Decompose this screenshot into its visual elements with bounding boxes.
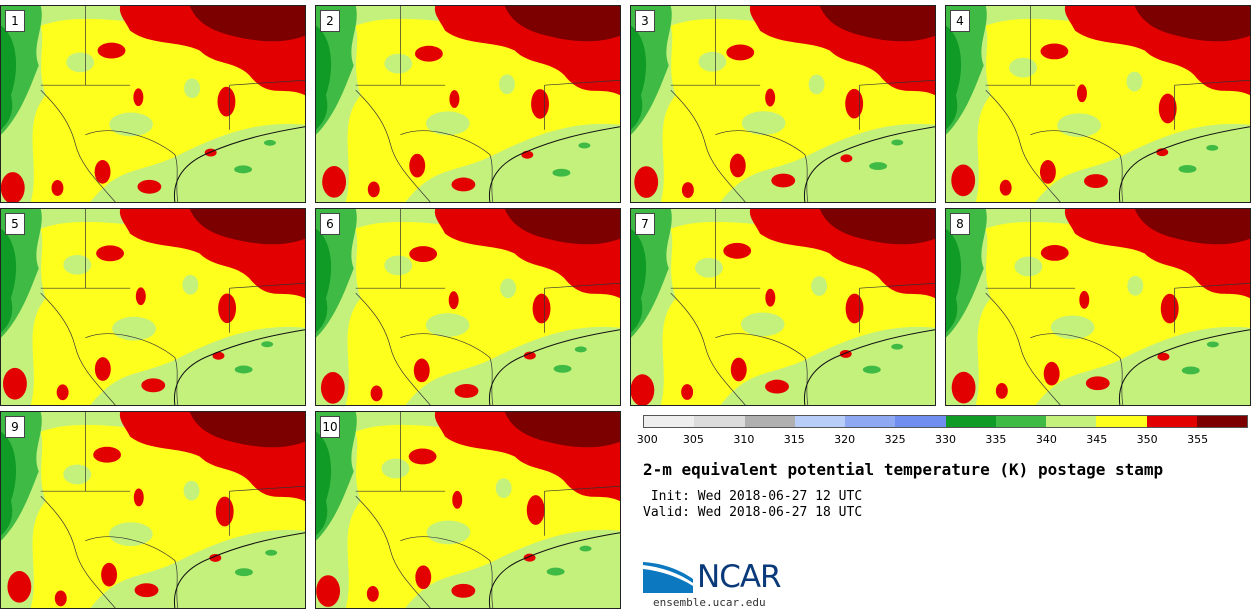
colorbar (643, 415, 1248, 428)
colorbar-tick-label: 355 (1187, 433, 1209, 446)
panel-number: 10 (320, 416, 340, 438)
colorbar-tick-label: 310 (733, 433, 755, 446)
map-panel: 6 (315, 208, 621, 406)
map-panel: 5 (0, 208, 306, 406)
colorbar-ticks: 300 305 310 315 320 325 330 335 340 345 350 355 (637, 433, 1248, 449)
colorbar-swatch (744, 416, 795, 427)
colorbar-swatch (794, 416, 845, 427)
panel-number: 5 (5, 213, 25, 235)
colorbar-swatch (1196, 416, 1247, 427)
colorbar-tick-label: 320 (834, 433, 856, 446)
colorbar-tick-label: 340 (1035, 433, 1057, 446)
colorbar-tick-label: 305 (682, 433, 704, 446)
map-panel: 7 (630, 208, 936, 406)
colorbar-tick-label: 330 (935, 433, 956, 446)
colorbar-swatch (995, 416, 1046, 427)
panel-number: 7 (635, 213, 655, 235)
valid-time: Valid: Wed 2018-06-27 18 UTC (643, 505, 863, 520)
colorbar-swatch (845, 416, 896, 427)
colorbar-tick-label: 315 (783, 433, 805, 446)
map-panel: 2 (315, 5, 621, 203)
panel-number: 9 (5, 416, 25, 438)
ncar-logo-text: NCAR (697, 559, 782, 595)
colorbar-swatch (895, 416, 946, 427)
colorbar-tick-label: 345 (1086, 433, 1108, 446)
map-panel: 4 (945, 5, 1251, 203)
map-panel: 9 (0, 411, 306, 609)
map-panel: 1 (0, 5, 306, 203)
map-panel: 10 (315, 411, 621, 609)
panel-number: 8 (950, 213, 970, 235)
panel-number: 2 (320, 10, 340, 32)
colorbar-tick-label: 335 (985, 433, 1007, 446)
init-time: Init: Wed 2018-06-27 12 UTC (643, 489, 863, 504)
colorbar-tick-label: 350 (1136, 433, 1158, 446)
colorbar-swatch (1096, 416, 1147, 427)
panel-number: 4 (950, 10, 970, 32)
colorbar-swatch (694, 416, 745, 427)
colorbar-tick-label: 325 (884, 433, 906, 446)
map-panel: 3 (630, 5, 936, 203)
panel-number: 1 (5, 10, 25, 32)
colorbar-swatch (1046, 416, 1097, 427)
colorbar-swatch (644, 416, 695, 427)
panel-number: 6 (320, 213, 340, 235)
chart-title: 2-m equivalent potential temperature (K)… (643, 460, 1164, 479)
colorbar-swatch (1146, 416, 1197, 427)
colorbar-swatch (945, 416, 996, 427)
panel-number: 3 (635, 10, 655, 32)
ncar-logo-icon (643, 557, 693, 593)
source-url: ensemble.ucar.edu (653, 596, 766, 609)
map-panel: 8 (945, 208, 1251, 406)
colorbar-tick-label: 300 (636, 433, 658, 446)
